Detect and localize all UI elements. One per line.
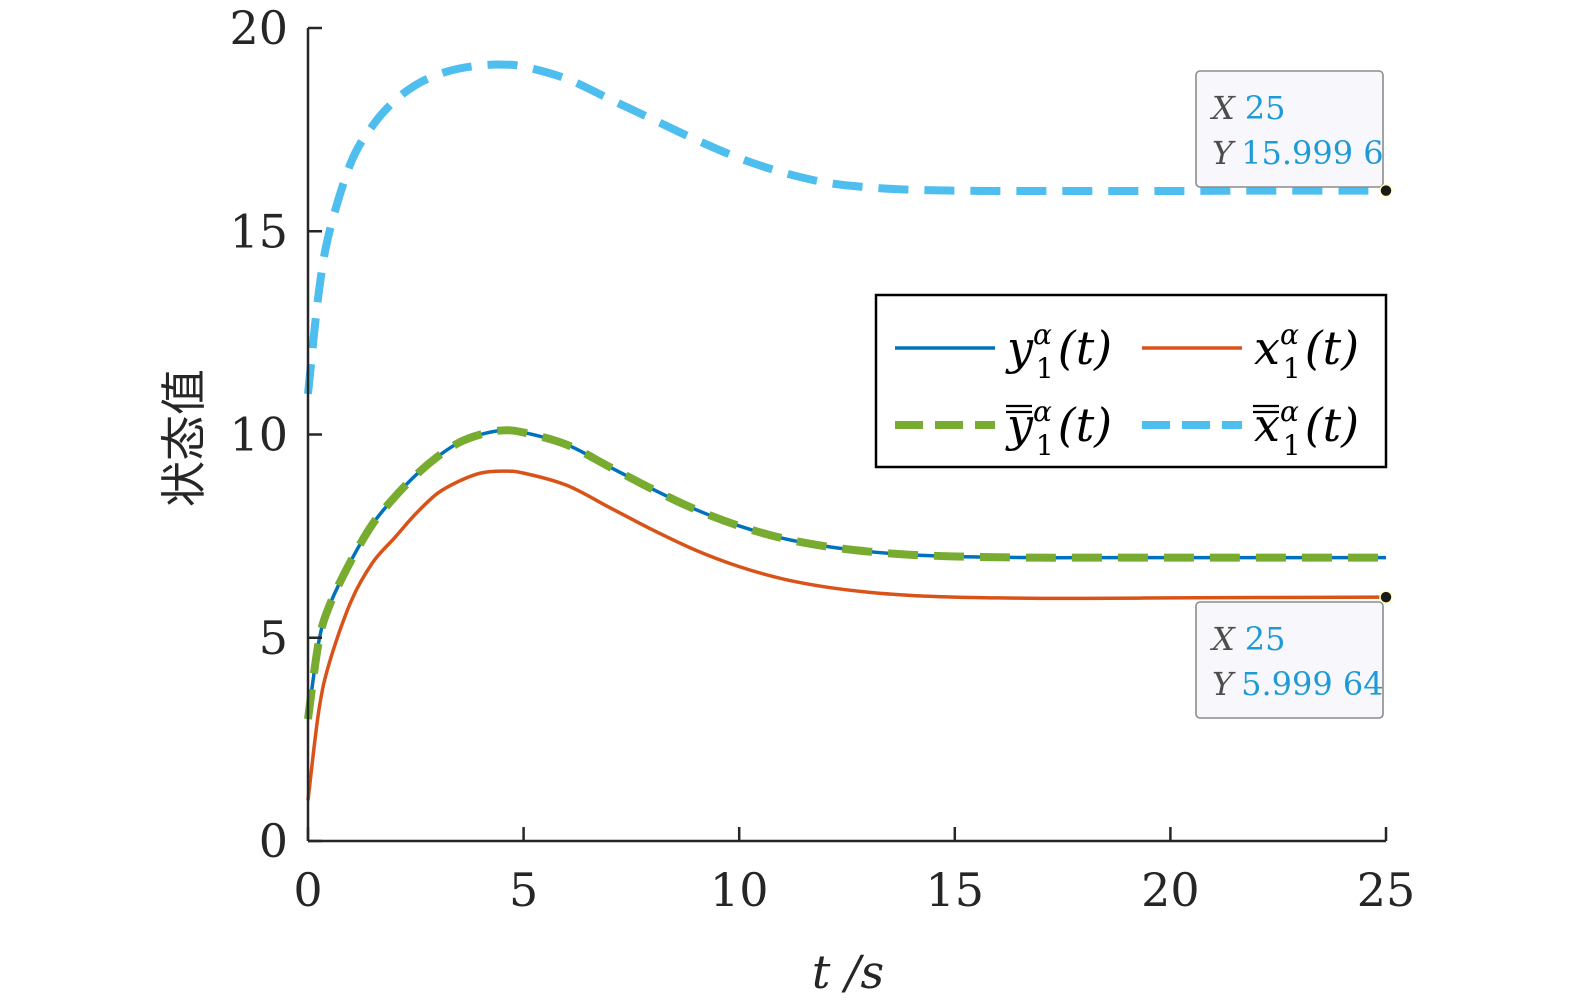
- legend-label: xα 1(t): [1254, 318, 1359, 385]
- y-tick-label: 0: [259, 814, 288, 868]
- x-tick-label: 5: [509, 863, 538, 917]
- legend-label: yα 1(t): [1005, 318, 1112, 385]
- y-tick-label: 10: [229, 408, 288, 462]
- x-tick-label: 0: [293, 863, 322, 917]
- datatip-box[interactable]: [1195, 601, 1384, 719]
- y-axis-label: 状态值: [157, 369, 211, 507]
- x-tick-label: 15: [926, 863, 985, 917]
- y-tick-label: 15: [229, 204, 288, 258]
- series-layer: [304, 60, 1387, 801]
- datatip-y-row: Y 15.999 6: [1212, 134, 1384, 172]
- datatip-marker[interactable]: [1379, 183, 1393, 198]
- y-tick-label: 20: [229, 1, 288, 55]
- datatip-x-row: X 25: [1209, 89, 1286, 127]
- x-tick-label: 10: [710, 863, 769, 917]
- x-axis-label: t /s: [812, 945, 884, 999]
- legend-box: [874, 293, 1388, 469]
- x-tick-label: 25: [1357, 863, 1416, 917]
- datatip-x-row: X 25: [1209, 620, 1286, 658]
- datatip-box[interactable]: [1195, 70, 1384, 188]
- series-line-4: [304, 60, 1387, 395]
- legend: yα 1(t) xα 1(t) yα 1(t) xα 1(t): [874, 293, 1388, 469]
- series-line-2: [306, 469, 1387, 801]
- datatip-y-row: Y 5.999 64: [1212, 665, 1384, 703]
- y-tick-label: 5: [259, 611, 288, 665]
- legend-label: yα 1(t): [1005, 395, 1112, 462]
- series-line-3: [304, 426, 1386, 720]
- datatips: X 25 Y 15.999 6 X 25 Y 5.999 64: [1195, 70, 1393, 719]
- axes: 0 5 10 15 20 25 0 5 10 15 20: [229, 1, 1415, 917]
- datatip-marker[interactable]: [1379, 590, 1393, 604]
- legend-label: xα 1(t): [1254, 395, 1359, 462]
- x-tick-label: 20: [1141, 863, 1200, 917]
